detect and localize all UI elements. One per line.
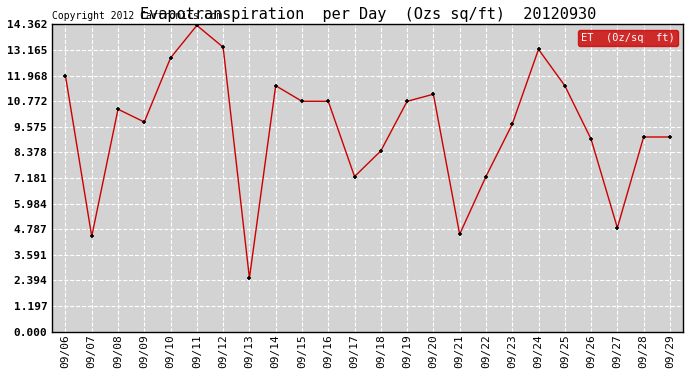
Title: Evapotranspiration  per Day  (Ozs sq/ft)  20120930: Evapotranspiration per Day (Ozs sq/ft) 2… [139, 7, 595, 22]
Point [165, 55, 176, 61]
Point [612, 225, 623, 231]
Point [428, 91, 439, 97]
Point [297, 98, 308, 104]
Point [139, 119, 150, 125]
Point [533, 46, 544, 53]
Point [454, 231, 465, 237]
Point [191, 22, 202, 28]
Point [402, 98, 413, 104]
Point [560, 82, 571, 88]
Point [323, 98, 334, 104]
Text: Copyright 2012 Cartronics.com: Copyright 2012 Cartronics.com [52, 11, 223, 21]
Point [664, 134, 676, 140]
Point [270, 82, 282, 88]
Legend: ET  (0z/sq  ft): ET (0z/sq ft) [578, 30, 678, 46]
Point [112, 106, 124, 112]
Point [638, 134, 649, 140]
Point [86, 233, 97, 239]
Point [217, 44, 228, 50]
Point [506, 121, 518, 127]
Point [60, 73, 71, 79]
Point [375, 148, 386, 154]
Point [349, 174, 360, 180]
Point [244, 275, 255, 281]
Point [586, 136, 597, 142]
Point [480, 174, 491, 180]
